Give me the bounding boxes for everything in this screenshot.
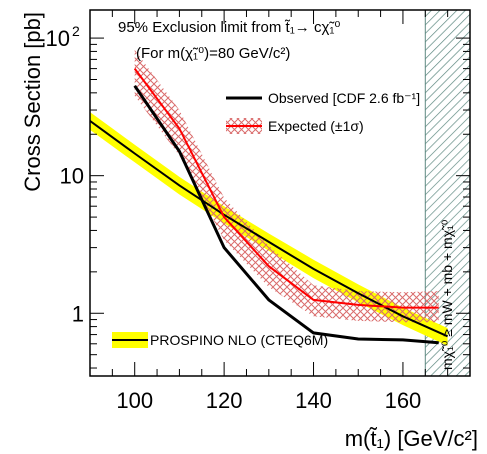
- y-tick-label: 10: [60, 164, 84, 189]
- y-tick-exponent: 2: [72, 23, 80, 39]
- y-axis-title: Cross Section [pb]: [20, 12, 45, 192]
- prospino-line: [90, 120, 449, 338]
- legend-prospino-label: PROSPINO NLO (CTEQ6M): [150, 332, 328, 348]
- x-tick-label: 140: [295, 388, 332, 413]
- observed-line: [133, 84, 439, 345]
- chart-title-line2: (For m(χ̃₁⁰)=80 GeV/c²): [136, 45, 290, 62]
- x-tick-label: 160: [385, 388, 422, 413]
- legend-expected-label: Expected (±1σ): [268, 118, 364, 134]
- y-tick-label: 10: [46, 26, 70, 51]
- legend: Observed [CDF 2.6 fb⁻¹] Expected (±1σ) P…: [112, 90, 420, 348]
- x-tick-label: 100: [116, 388, 153, 413]
- plot-frame: [89, 9, 471, 377]
- chart-title-line1: 95% Exclusion limit from t̃₁→ cχ̃₁⁰: [118, 19, 340, 36]
- x-axis-title: m(t̃₁) [GeV/c²]: [345, 426, 478, 451]
- x-tick-label: 120: [206, 388, 243, 413]
- prospino-band: [90, 112, 448, 346]
- expected-line: [133, 68, 439, 309]
- excluded-region-label: mχ̃₁⁰ ≥ mW + mb + mχ̃₁⁰: [439, 219, 455, 370]
- legend-observed-label: Observed [CDF 2.6 fb⁻¹]: [268, 90, 420, 106]
- expected-band: [134, 49, 439, 323]
- y-tick-label: 1: [72, 301, 84, 326]
